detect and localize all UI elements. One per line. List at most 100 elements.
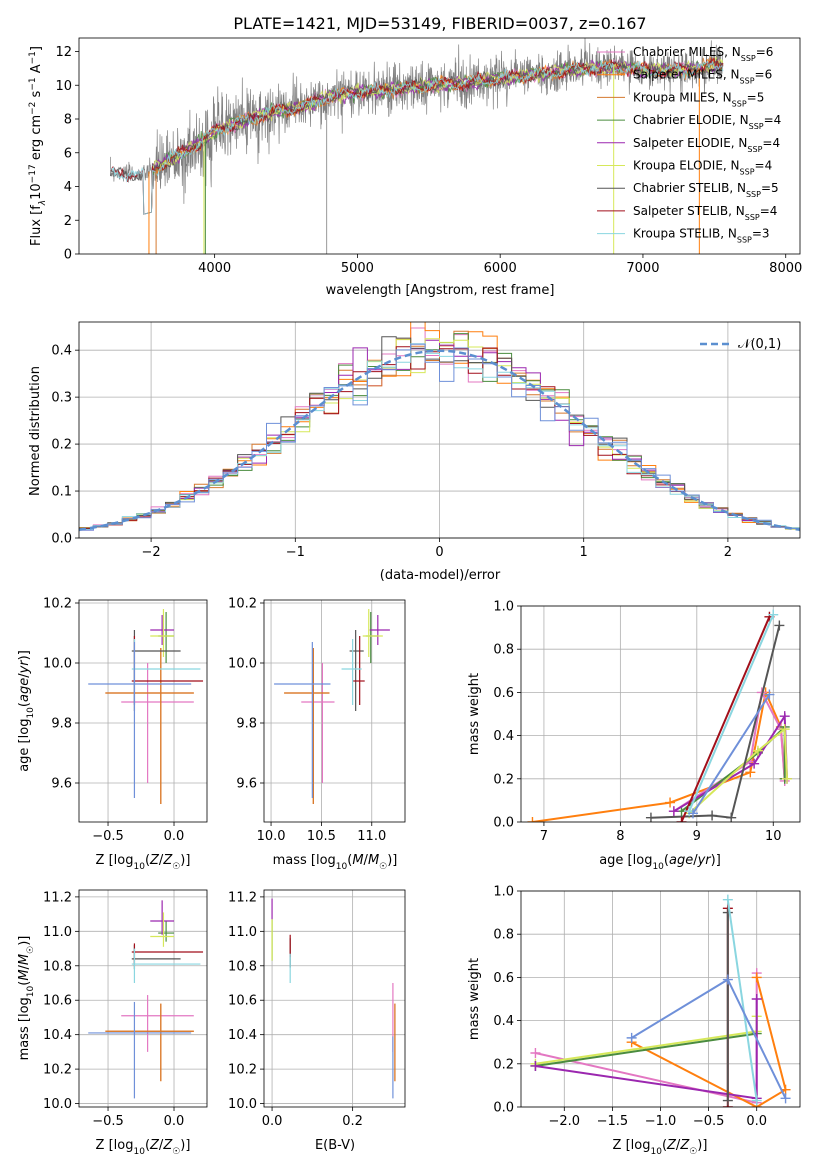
age_vs_Z-xtick-label: −0.5: [92, 829, 124, 844]
mw_vs_age-marker-blue: [687, 808, 698, 819]
age_vs_mass-ytick-label: 10.2: [228, 597, 257, 612]
mw_vs_age-marker-SaE: [779, 711, 790, 722]
mass_vs_ebv-grid: [264, 890, 405, 1107]
legend-entry: Kroupa STELIB, NSSP=3: [633, 227, 770, 245]
mw_vs_Z-line-SaM: [631, 977, 787, 1107]
spectrum-xtick-label: 6000: [484, 261, 517, 276]
mass_vs_Z-ytick-label: 11.2: [43, 890, 72, 905]
mw_vs_Z-ytick-label: 0.8: [493, 928, 514, 943]
age_vs_Z-ytick-label: 10.0: [43, 657, 72, 672]
mw_vs_Z-xtick-label: −1.0: [645, 1114, 677, 1129]
mw_vs_age-marker-SaE: [749, 758, 760, 769]
spectrum-ylabel: Flux [fλ10−17 erg cm−2 s−1 A−1]: [28, 46, 48, 246]
mass_vs_ebv-ytick-label: 10.8: [228, 959, 257, 974]
age_vs_mass-xtick-label: 10.0: [257, 829, 286, 844]
spectrum-frame: [78, 37, 801, 255]
residuals-xtick-label: −1: [286, 545, 305, 560]
age_vs_mass-xtick-label: 11.0: [357, 829, 386, 844]
mass_vs_ebv-xtick-label: 0.0: [262, 1114, 283, 1129]
mw_vs_age-line-ChS: [650, 625, 781, 819]
mw_vs_Z-frame: [520, 890, 801, 1108]
legend-entry: Chabrier ELODIE, NSSP=4: [633, 113, 781, 131]
mw_vs_age-marker-blue: [764, 689, 775, 700]
mw_vs_age-ytick-label: 0.0: [493, 816, 514, 831]
spectrum-axes: 4000 5000 6000 7000 8000 0 2 4 6 8 10 12: [55, 45, 802, 276]
age_vs_Z-xtick-label: 0.0: [164, 829, 185, 844]
mw_vs_age-marker-SaM: [745, 767, 756, 778]
age_vs_Z-axes: −0.5 0.0 9.6 9.8 10.0 10.2: [43, 597, 207, 844]
mass_vs_ebv-ytick-label: 11.0: [228, 925, 257, 940]
legend-entry: Salpeter STELIB, NSSP=4: [633, 204, 777, 222]
legend-entry: Chabrier STELIB, NSSP=5: [633, 181, 779, 199]
mass_vs_Z-ytick-label: 10.8: [43, 959, 72, 974]
age-vs-Z-ylabel: age [log10(age/yr)]: [17, 650, 36, 772]
mw_vs_age-xtick-label: 7: [540, 829, 548, 844]
mass_vs_Z-ytick-label: 11.0: [43, 925, 72, 940]
mw_vs_age-ytick-label: 0.2: [493, 772, 514, 787]
mw_vs_age-marker-SaM: [527, 817, 538, 822]
mw_vs_Z-marker-blue: [722, 974, 733, 985]
mass_vs_ebv-axes: 0.0 0.2 10.0 10.2 10.4 10.6 10.8 11.0 11.2: [228, 890, 405, 1129]
residuals-xtick-label: 0: [435, 545, 443, 560]
mw_vs_age-xtick-label: 10: [765, 829, 782, 844]
spectrum-xlabel: wavelength [Angstrom, rest frame]: [326, 283, 555, 298]
mw_vs_age-ytick-label: 1.0: [493, 600, 514, 615]
mw_vs_Z-xtick-label: −2.0: [549, 1114, 581, 1129]
age_vs_mass-ytick-label: 9.6: [236, 777, 257, 792]
mass-vs-Z-ylabel: mass [log10(M/M☉)]: [17, 936, 36, 1061]
mw-vs-Z-ylabel: mass weight: [467, 958, 482, 1040]
mw_vs_Z-ytick-label: 0.0: [493, 1101, 514, 1116]
age_vs_Z-plot-area: [88, 609, 204, 804]
mass_vs_ebv-ytick-label: 10.0: [228, 1097, 257, 1112]
residuals-ytick-label: 0.1: [51, 485, 72, 500]
mw_vs_age-ytick-label: 0.8: [493, 643, 514, 658]
mw_vs_age-axes: 7 8 9 10 0.0 0.2 0.4 0.6 0.8 1.0: [493, 600, 800, 844]
mass-vs-Z-xlabel: Z [log10(Z/Z☉)]: [96, 1138, 191, 1157]
mw_vs_age-marker-SaS: [676, 817, 687, 822]
spectrum-legend: Chabrier MILES, NSSP=6 Salpeter MILES, NS…: [597, 45, 781, 244]
mass_vs_Z-axes: −0.5 0.0 10.0 10.2 10.4 10.6 10.8 11.0 11.2: [43, 890, 207, 1129]
mw_vs_Z-axes: −2.0 −1.5 −1.0 −0.5 0.0 0.0 0.2 0.4 0.6 0.8 1.0: [493, 885, 800, 1129]
residuals-ytick-label: 0.0: [51, 532, 72, 547]
mw-vs-age-xlabel: age [log10(age/yr)]: [599, 853, 721, 872]
mw_vs_age-marker-SaE: [668, 806, 679, 817]
mw_vs_Z-marker-KrS: [722, 894, 733, 905]
age-vs-Z-xlabel: Z [log10(Z/Z☉)]: [96, 853, 191, 872]
mass_vs_ebv-ytick-label: 10.2: [228, 1063, 257, 1078]
spectrum-xtick-label: 8000: [769, 261, 802, 276]
spectrum-ytick-label: 10: [55, 79, 72, 94]
mw_vs_Z-ytick-label: 0.2: [493, 1057, 514, 1072]
mw_vs_age-line-SaE: [673, 712, 788, 813]
age-vs-mass-xlabel: mass [log10(M/M☉)]: [273, 853, 398, 872]
mass_vs_Z-ytick-label: 10.2: [43, 1063, 72, 1078]
spectrum-model-KrS: [110, 59, 724, 215]
spectrum-ytick-label: 2: [64, 214, 72, 229]
spectrum-ytick-label: 4: [64, 180, 72, 195]
mw-vs-age-ylabel: mass weight: [467, 673, 482, 755]
mass_vs_Z-ytick-label: 10.0: [43, 1097, 72, 1112]
age_vs_mass-xtick-label: 10.5: [307, 829, 336, 844]
mass_vs_Z-xtick-label: 0.0: [164, 1114, 185, 1129]
residuals-legend-label: 𝒩(0,1): [738, 337, 781, 352]
mw_vs_age-plot-area: [527, 609, 793, 822]
mw_vs_Z-ytick-label: 0.4: [493, 1014, 514, 1029]
mw_vs_age-frame: [520, 605, 801, 823]
mw_vs_Z-line-KrS: [726, 899, 758, 1101]
mw_vs_age-line-KrE: [688, 727, 788, 815]
age_vs_mass-axes: 10.0 10.5 11.0 9.6 9.8 10.0 10.2: [228, 597, 405, 844]
mw_vs_age-marker-KrS: [768, 609, 779, 620]
mass_vs_ebv-ytick-label: 10.4: [228, 1028, 257, 1043]
age_vs_Z-frame: [78, 599, 208, 823]
spectrum-ytick-label: 0: [64, 248, 72, 263]
mw_vs_Z-marker-blue: [780, 1093, 791, 1104]
age_vs_mass-grid: [264, 600, 405, 822]
mw_vs_Z-marker-KrS: [751, 1095, 762, 1106]
spectrum-ytick-label: 8: [64, 113, 72, 128]
mass_vs_Z-xtick-label: −0.5: [92, 1114, 124, 1129]
mw_vs_age-marker-KrE: [782, 773, 793, 784]
mw_vs_Z-xtick-label: −0.5: [693, 1114, 725, 1129]
age_vs_Z-ytick-label: 9.8: [51, 717, 72, 732]
age_vs_Z-grid: [79, 600, 207, 822]
mass_vs_ebv-ytick-label: 11.2: [228, 890, 257, 905]
